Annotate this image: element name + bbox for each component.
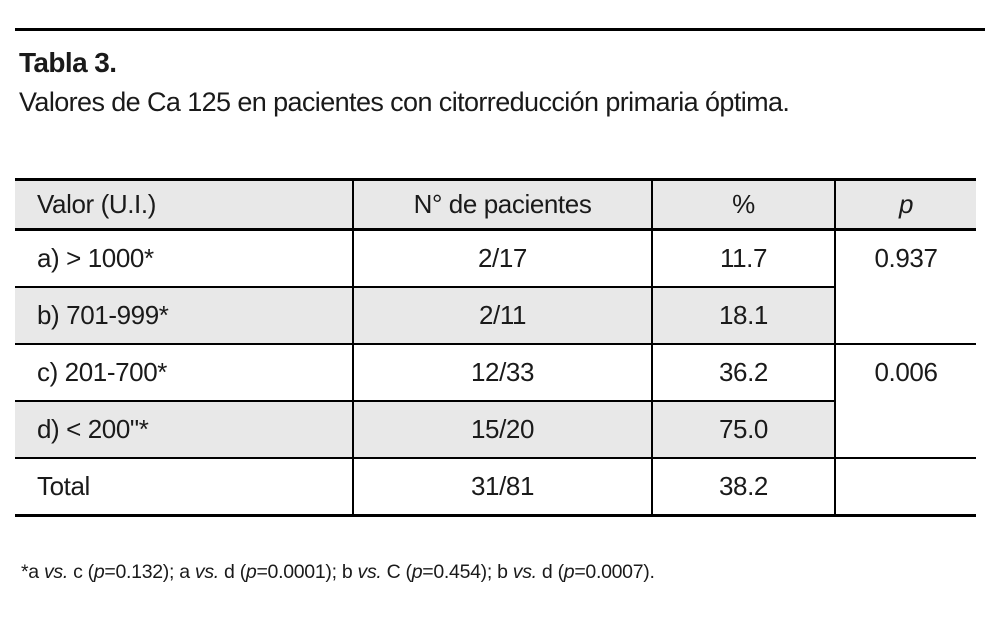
cell-n-d: 15/20 [352, 400, 652, 458]
cell-pct-total: 38.2 [651, 457, 835, 517]
cell-n-total: 31/81 [352, 457, 652, 517]
table-row-a: a) > 1000* 2/17 11.7 0.937 [15, 228, 976, 344]
footnote-p: p [563, 561, 575, 583]
cell-pct-c: 36.2 [651, 343, 835, 401]
footnote-part: =0.132); a [104, 561, 195, 583]
cell-valor-b: b) 701-999* [15, 286, 353, 344]
header-row: Valor (U.I.) N° de pacientes % p [15, 178, 976, 231]
cell-p-ab: 0.937 [834, 228, 976, 344]
footnote-part: *a [21, 561, 44, 583]
cell-valor-d: d) < 200"* [15, 400, 353, 458]
table-row-total: Total 31/81 38.2 [15, 457, 976, 517]
header-percent: % [651, 178, 835, 231]
table-row-d: d) < 200"* 15/20 75.0 [15, 400, 976, 458]
footnote-p: p [93, 561, 105, 583]
footnote-part: d ( [218, 561, 246, 583]
cell-pct-b: 18.1 [651, 286, 835, 344]
table-row-c: c) 201-700* 12/33 36.2 0.006 [15, 343, 976, 458]
cell-n-a: 2/17 [352, 228, 652, 287]
cell-p-cd: 0.006 [834, 343, 976, 458]
footnote-p: p [411, 561, 423, 583]
footnote-part: C ( [381, 561, 412, 583]
footnote-p: p [245, 561, 257, 583]
footnote-part: =0.454); b [422, 561, 513, 583]
cell-valor-total: Total [15, 457, 353, 517]
top-rule [15, 28, 985, 31]
header-n-pacientes: N° de pacientes [352, 178, 652, 231]
footnote-part: c ( [67, 561, 94, 583]
cell-pct-d: 75.0 [651, 400, 835, 458]
header-p: p [834, 178, 976, 231]
cell-n-b: 2/11 [352, 286, 652, 344]
cell-valor-c: c) 201-700* [15, 343, 353, 401]
header-valor: Valor (U.I.) [15, 178, 353, 231]
header-p-label: p [898, 189, 914, 219]
footnote-vs: vs. [43, 561, 68, 583]
cell-pct-a: 11.7 [651, 228, 835, 287]
table-row-b: b) 701-999* 2/11 18.1 [15, 286, 976, 344]
footnote-part: =0.0001); b [256, 561, 358, 583]
cell-n-c: 12/33 [352, 343, 652, 401]
footnote-part: d ( [536, 561, 564, 583]
footnote-vs: vs. [357, 561, 382, 583]
footnote-part: =0.0007). [574, 561, 655, 583]
table-title: Tabla 3. [19, 47, 117, 78]
table-footnote: *a vs. c (p=0.132); a vs. d (p=0.0001); … [21, 561, 655, 584]
table-subtitle: Valores de Ca 125 en pacientes con citor… [19, 87, 790, 117]
footnote-vs: vs. [194, 561, 219, 583]
cell-valor-a: a) > 1000* [15, 228, 353, 287]
footnote-vs: vs. [512, 561, 537, 583]
ca125-table: Valor (U.I.) N° de pacientes % p a) > 10… [15, 178, 976, 517]
cell-p-total [834, 457, 976, 517]
